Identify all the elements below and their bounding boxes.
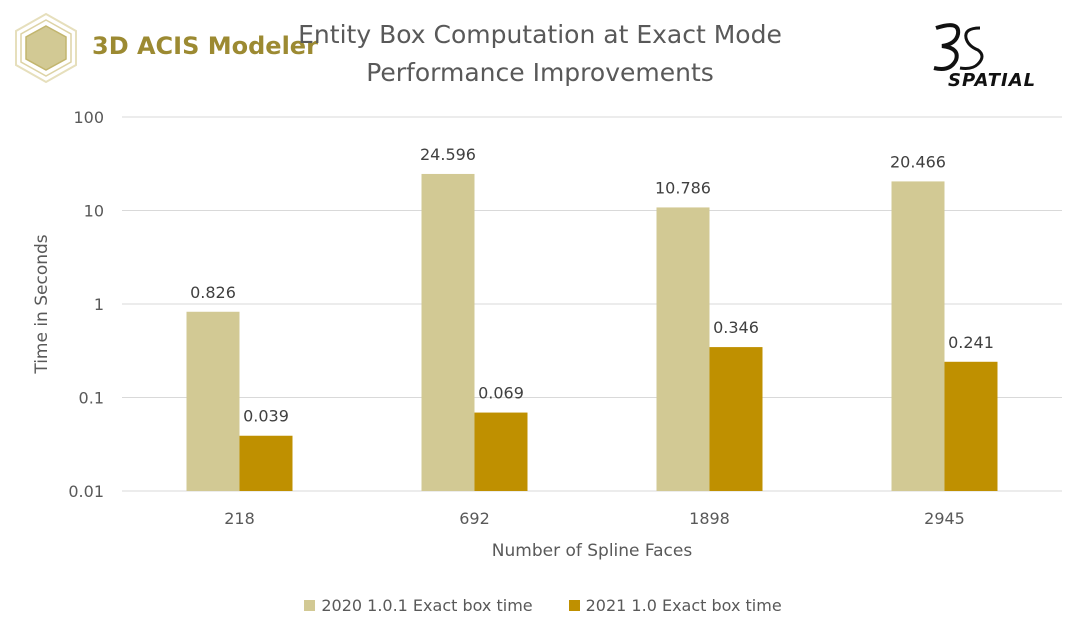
legend-item-2020: 2020 1.0.1 Exact box time — [304, 596, 533, 615]
data-label: 0.241 — [948, 333, 994, 352]
legend: 2020 1.0.1 Exact box time 2021 1.0 Exact… — [0, 596, 1086, 615]
y-axis-ticks: 0.01 0.1 1 10 100 — [68, 108, 104, 501]
bar — [944, 361, 998, 491]
y-tick-label: 10 — [84, 202, 104, 221]
y-tick-label: 1 — [94, 295, 104, 314]
legend-swatch-2020 — [304, 600, 316, 611]
data-label: 0.039 — [243, 407, 289, 426]
x-axis-ticks: 218 692 1898 2945 — [224, 509, 965, 528]
x-tick-label: 692 — [459, 509, 490, 528]
y-tick-label: 0.01 — [68, 482, 104, 501]
data-label: 10.786 — [655, 178, 711, 197]
x-tick-label: 218 — [224, 509, 255, 528]
spatial-logo: SPATIAL — [930, 20, 1060, 94]
legend-label-2021: 2021 1.0 Exact box time — [585, 596, 782, 615]
data-labels: 0.826 0.039 24.596 0.069 10.786 0.346 20.466 0.… — [190, 145, 994, 426]
legend-label-2020: 2020 1.0.1 Exact box time — [321, 596, 533, 615]
x-axis-label: Number of Spline Faces — [492, 541, 693, 561]
bar — [656, 207, 710, 491]
data-label: 0.069 — [478, 384, 524, 403]
x-tick-label: 1898 — [689, 509, 730, 528]
chart-title: Entity Box Computation at Exact Mode Per… — [240, 16, 840, 92]
y-tick-label: 0.1 — [79, 389, 104, 408]
data-label: 0.826 — [190, 283, 236, 302]
spatial-wordmark: SPATIAL — [948, 70, 1037, 91]
bars — [186, 173, 998, 492]
bar — [239, 435, 293, 491]
bar — [709, 347, 763, 491]
hexagon-logo-icon — [15, 12, 77, 84]
bar — [474, 412, 528, 491]
x-tick-label: 2945 — [924, 509, 965, 528]
legend-item-2021: 2021 1.0 Exact box time — [568, 596, 782, 615]
chart-title-line-1: Entity Box Computation at Exact Mode — [298, 20, 782, 49]
acis-modeler-logo: 3D ACIS Modeler — [10, 12, 318, 84]
legend-swatch-2021 — [568, 600, 580, 611]
data-label: 0.346 — [713, 318, 759, 337]
bar — [186, 311, 240, 491]
y-tick-label: 100 — [73, 108, 104, 127]
data-label: 24.596 — [420, 145, 476, 164]
y-axis-label: Time in Seconds — [32, 234, 52, 374]
bar — [891, 181, 945, 492]
3ds-logo-icon — [933, 23, 984, 71]
brand-name: 3D ACIS Modeler — [92, 32, 318, 60]
bar — [421, 173, 475, 492]
data-label: 20.466 — [890, 152, 946, 171]
chart-title-line-2: Performance Improvements — [366, 58, 714, 87]
